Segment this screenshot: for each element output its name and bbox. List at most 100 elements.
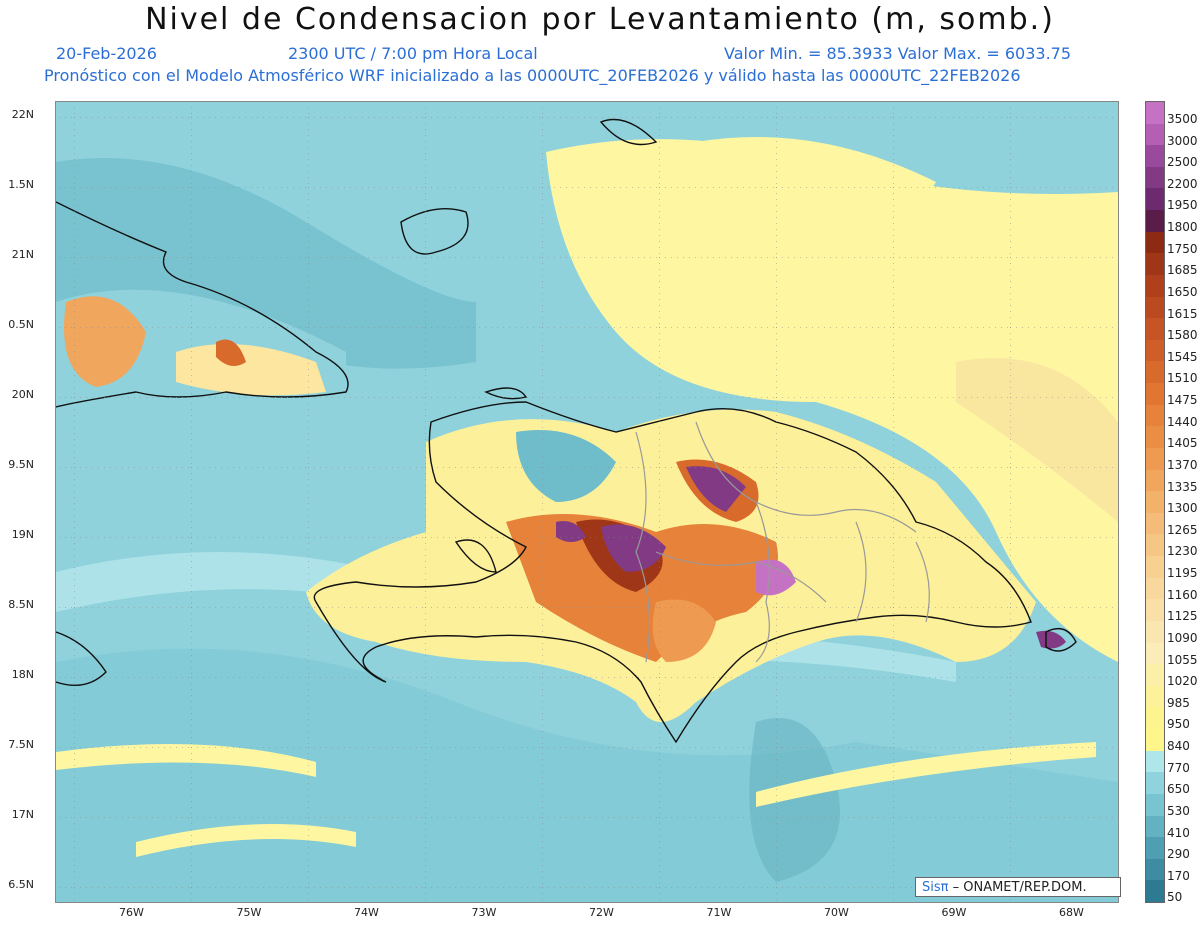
colorbar-swatch — [1146, 210, 1164, 233]
colorbar-label: 950 — [1167, 717, 1190, 732]
lat-tick-label: 9.5N — [8, 458, 34, 471]
colorbar-label: 1800 — [1167, 220, 1198, 235]
lon-tick-label: 76W — [119, 906, 144, 919]
colorbar-swatch — [1146, 426, 1164, 449]
colorbar-label: 2200 — [1167, 176, 1198, 191]
colorbar-label: 1300 — [1167, 501, 1198, 516]
colorbar-swatch — [1146, 253, 1164, 276]
sis-logo-text: Sisπ — [922, 880, 949, 895]
lat-tick-label: 7.5N — [8, 738, 34, 751]
lat-tick-label: 17N — [11, 808, 34, 821]
lon-tick-label: 71W — [706, 906, 732, 919]
colorbar-label: 1195 — [1167, 566, 1198, 581]
colorbar-swatch — [1146, 577, 1164, 600]
colorbar-label: 1685 — [1167, 263, 1198, 278]
colorbar-swatch — [1146, 231, 1164, 254]
colorbar-swatch — [1146, 858, 1164, 881]
colorbar-label: 290 — [1167, 847, 1190, 862]
colorbar-swatch — [1146, 123, 1164, 146]
colorbar-swatch — [1146, 556, 1164, 579]
colorbar-label: 1125 — [1167, 609, 1198, 624]
colorbar-swatch — [1146, 383, 1164, 406]
lat-tick-label: 0.5N — [8, 318, 34, 331]
colorbar-swatch — [1146, 145, 1164, 168]
forecast-time: 2300 UTC / 7:00 pm Hora Local — [288, 44, 538, 63]
colorbar-label: 50 — [1167, 890, 1183, 905]
colorbar-swatch — [1146, 793, 1164, 816]
colorbar-label: 650 — [1167, 782, 1190, 797]
colorbar-label: 1370 — [1167, 457, 1198, 472]
colorbar-label: 1580 — [1167, 328, 1198, 343]
colorbar-swatch — [1146, 729, 1164, 752]
map-title: Nivel de Condensacion por Levantamiento … — [145, 2, 1055, 37]
lon-tick-label: 75W — [236, 906, 262, 919]
colorbar-label: 1950 — [1167, 198, 1198, 213]
colorbar-label: 1265 — [1167, 522, 1198, 537]
colorbar-swatch — [1146, 102, 1164, 125]
colorbar-label: 3000 — [1167, 133, 1198, 148]
min-max-values: Valor Min. = 85.3933 Valor Max. = 6033.7… — [724, 44, 1072, 63]
colorbar-label: 170 — [1167, 868, 1190, 883]
colorbar-swatch — [1146, 620, 1164, 644]
colorbar-swatch — [1146, 815, 1164, 838]
colorbar-swatch — [1146, 750, 1164, 773]
colorbar-swatch — [1146, 404, 1164, 427]
colorbar-label: 1440 — [1167, 414, 1198, 429]
colorbar-label: 1475 — [1167, 393, 1198, 408]
colorbar-label: 1090 — [1167, 630, 1198, 645]
lat-tick-label: 1.5N — [8, 178, 34, 191]
colorbar-label: 1160 — [1167, 587, 1198, 602]
colorbar-swatch — [1146, 772, 1164, 795]
colorbar-swatch — [1146, 642, 1164, 665]
colorbar-swatch — [1146, 274, 1164, 298]
credit-org: – ONAMET/REP.DOM. — [952, 880, 1087, 895]
colorbar-label: 1055 — [1167, 652, 1198, 667]
colorbar-label: 840 — [1167, 739, 1190, 754]
lat-tick-label: 22N — [11, 108, 34, 121]
colorbar-swatch — [1146, 491, 1164, 514]
colorbar-label: 410 — [1167, 825, 1190, 840]
colorbar-label: 3500 — [1167, 112, 1198, 126]
lat-tick-label: 6.5N — [8, 878, 34, 891]
colorbar-swatch — [1146, 447, 1164, 471]
lon-tick-label: 70W — [824, 906, 849, 919]
colorbar-swatch — [1146, 512, 1164, 535]
colorbar-swatch — [1146, 339, 1164, 362]
colorbar-label: 1510 — [1167, 371, 1198, 386]
colorbar-label: 1615 — [1167, 306, 1198, 321]
colorbar-label: 1335 — [1167, 479, 1198, 494]
lon-tick-label: 73W — [471, 906, 497, 919]
colorbar-swatch — [1146, 599, 1164, 622]
lat-tick-label: 8.5N — [8, 598, 34, 611]
lat-tick-label: 18N — [11, 668, 34, 681]
colorbar-swatch — [1146, 707, 1164, 730]
colorbar-label: 770 — [1167, 760, 1190, 775]
forecast-date: 20-Feb-2026 — [56, 44, 157, 63]
lon-tick-label: 69W — [941, 906, 967, 919]
lon-tick-label: 68W — [1059, 906, 1084, 919]
colorbar-label: 1750 — [1167, 241, 1198, 256]
map-panel[interactable] — [55, 101, 1119, 903]
lon-tick-label: 74W — [354, 906, 379, 919]
lat-tick-label: 20N — [11, 388, 34, 401]
colorbar-swatch — [1146, 361, 1164, 384]
colorbar-label: 1405 — [1167, 436, 1198, 451]
colorbar-label: 1230 — [1167, 544, 1198, 559]
colorbar-label: 2500 — [1167, 155, 1198, 170]
colorbar-swatch — [1146, 296, 1164, 319]
colorbar-label: 1545 — [1167, 349, 1198, 364]
credit-box: Sisπ – ONAMET/REP.DOM. — [915, 877, 1121, 897]
colorbar-swatch — [1146, 188, 1164, 211]
colorbar-swatch — [1146, 664, 1164, 687]
lcl-shaded-map — [56, 102, 1118, 902]
colorbar-swatch — [1146, 880, 1164, 903]
colorbar-swatch — [1146, 166, 1164, 189]
colorbar-label: 1020 — [1167, 674, 1198, 689]
lon-tick-label: 72W — [589, 906, 614, 919]
lat-tick-label: 19N — [11, 528, 34, 541]
colorbar-swatch — [1146, 318, 1164, 341]
model-description: Pronóstico con el Modelo Atmosférico WRF… — [44, 66, 1021, 85]
colorbar-swatch — [1146, 837, 1164, 860]
colorbar-swatch — [1146, 534, 1164, 557]
colorbar-label: 985 — [1167, 695, 1190, 710]
